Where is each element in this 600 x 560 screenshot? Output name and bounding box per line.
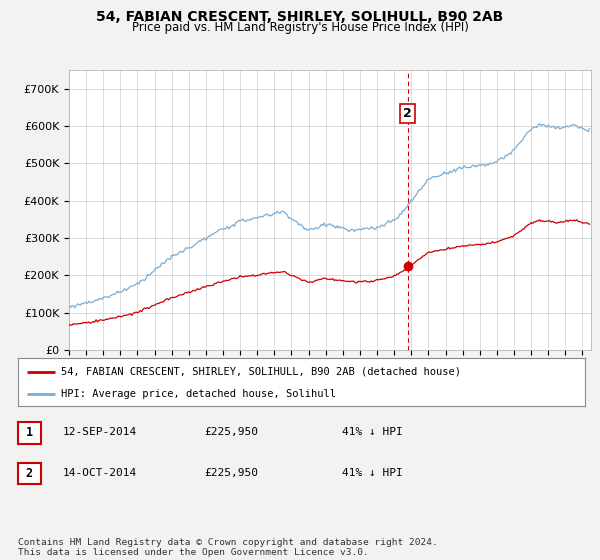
Text: HPI: Average price, detached house, Solihull: HPI: Average price, detached house, Soli…	[61, 389, 335, 399]
Text: Contains HM Land Registry data © Crown copyright and database right 2024.
This d: Contains HM Land Registry data © Crown c…	[18, 538, 438, 557]
Text: 14-OCT-2014: 14-OCT-2014	[63, 468, 137, 478]
Text: 41% ↓ HPI: 41% ↓ HPI	[342, 468, 403, 478]
Text: 2: 2	[26, 466, 33, 480]
Text: £225,950: £225,950	[204, 468, 258, 478]
Text: 41% ↓ HPI: 41% ↓ HPI	[342, 427, 403, 437]
Text: Price paid vs. HM Land Registry's House Price Index (HPI): Price paid vs. HM Land Registry's House …	[131, 21, 469, 34]
Text: 1: 1	[26, 426, 33, 440]
Text: 54, FABIAN CRESCENT, SHIRLEY, SOLIHULL, B90 2AB: 54, FABIAN CRESCENT, SHIRLEY, SOLIHULL, …	[97, 10, 503, 24]
Text: 2: 2	[403, 107, 412, 120]
Text: 54, FABIAN CRESCENT, SHIRLEY, SOLIHULL, B90 2AB (detached house): 54, FABIAN CRESCENT, SHIRLEY, SOLIHULL, …	[61, 367, 461, 377]
Text: £225,950: £225,950	[204, 427, 258, 437]
Text: 12-SEP-2014: 12-SEP-2014	[63, 427, 137, 437]
